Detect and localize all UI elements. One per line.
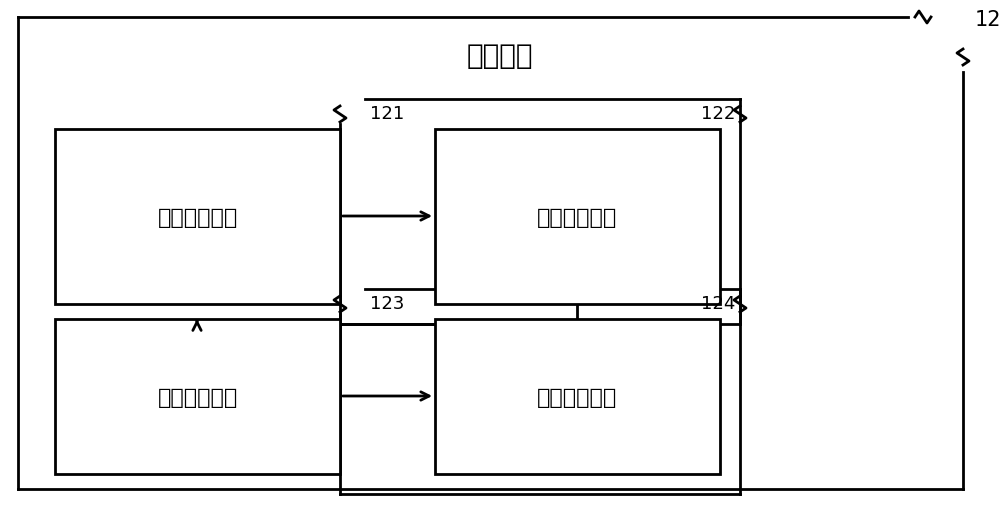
Text: 124: 124 — [701, 294, 735, 313]
Bar — [435, 319, 720, 474]
Text: 触发模块: 触发模块 — [467, 42, 533, 70]
Bar — [55, 130, 340, 305]
Text: 121: 121 — [370, 105, 404, 123]
Text: 触发生成模块: 触发生成模块 — [537, 207, 618, 227]
Text: 123: 123 — [370, 294, 404, 313]
Bar — [55, 319, 340, 474]
Bar — [435, 130, 720, 305]
Text: 接口序列模块: 接口序列模块 — [157, 207, 238, 227]
Text: 12: 12 — [975, 10, 1000, 30]
Text: 触发完成模块: 触发完成模块 — [537, 387, 618, 407]
Text: 122: 122 — [701, 105, 735, 123]
Text: 触发匹配模块: 触发匹配模块 — [157, 387, 238, 407]
